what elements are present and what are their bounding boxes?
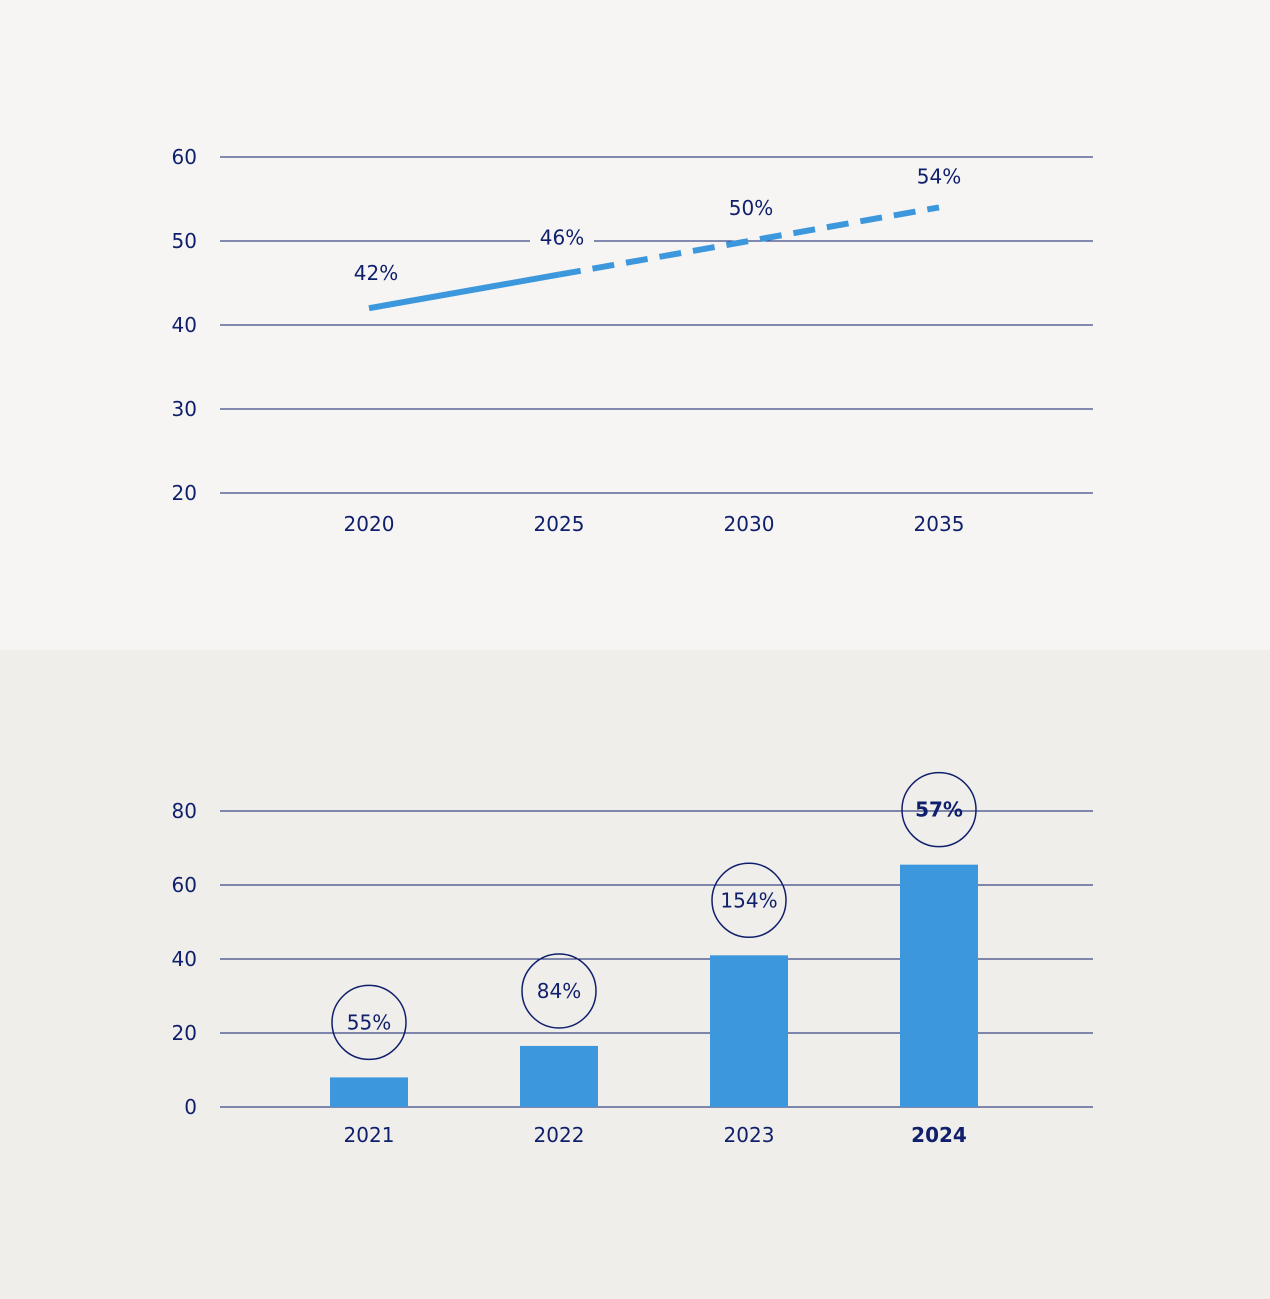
- bar: [900, 864, 978, 1107]
- data-label: 54%: [917, 164, 961, 188]
- x-tick-label: 2021: [344, 1123, 395, 1147]
- y-tick-label: 0: [184, 1095, 197, 1119]
- data-label-bg: [530, 224, 594, 253]
- data-label-bg: [907, 163, 971, 192]
- x-tick-label: 2035: [914, 512, 965, 536]
- y-tick-label: 60: [172, 145, 197, 169]
- x-tick-label: 2025: [534, 512, 585, 536]
- x-tick-label: 2022: [534, 1123, 585, 1147]
- y-tick-label: 50: [172, 229, 197, 253]
- y-tick-label: 20: [172, 481, 197, 505]
- data-label: 154%: [720, 888, 777, 912]
- y-tick-label: 30: [172, 397, 197, 421]
- data-label-circle: [901, 771, 977, 848]
- y-tick-label: 60: [172, 873, 197, 897]
- bar-chart-panel: 0 20 40 60 80 2021 2022 2023 2024 55% 84% 154% 57%: [0, 650, 1270, 1299]
- data-label: 42%: [354, 261, 398, 285]
- bar: [520, 1045, 598, 1107]
- line-chart-panel: 20 30 40 50 60 2020 2025 2030 2035 42% 46% 50% 54%: [0, 0, 1270, 650]
- data-label: 55%: [347, 1010, 391, 1034]
- data-label: 57%: [915, 798, 963, 822]
- data-label-circle: [711, 862, 787, 939]
- y-tick-label: 40: [172, 947, 197, 971]
- series-line-solid: [368, 271, 560, 312]
- x-tick-label: 2023: [724, 1123, 775, 1147]
- data-label-circle: [521, 953, 597, 1029]
- data-label: 50%: [729, 196, 773, 220]
- x-tick-label: 2030: [724, 512, 775, 536]
- bar: [710, 955, 788, 1107]
- x-tick-label: 2020: [344, 512, 395, 536]
- series-line-projection: [558, 204, 940, 278]
- bar-chart: 0 20 40 60 80 2021 2022 2023 2024 55% 84% 154% 57%: [172, 771, 1093, 1147]
- y-tick-label: 80: [172, 799, 197, 823]
- data-label-bg: [719, 195, 783, 223]
- data-label-bg: [344, 260, 408, 289]
- y-tick-label: 20: [172, 1021, 197, 1045]
- data-label: 84%: [537, 979, 581, 1003]
- y-tick-label: 40: [172, 313, 197, 337]
- bar: [330, 1077, 408, 1107]
- x-tick-label: 2024: [911, 1123, 967, 1147]
- data-label: 46%: [540, 226, 584, 250]
- data-label-circle: [331, 984, 407, 1061]
